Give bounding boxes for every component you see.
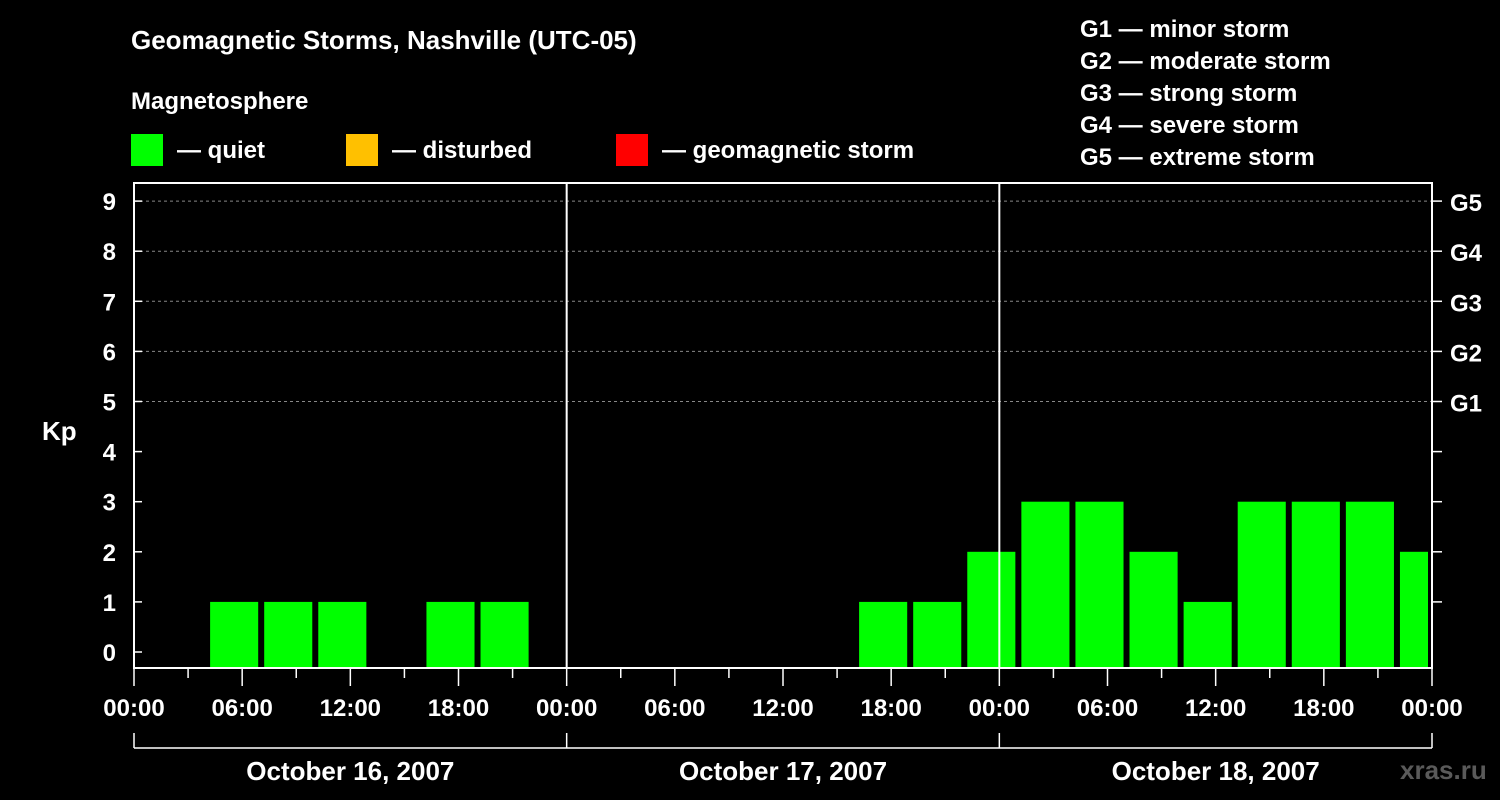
y-tick-label: 2 xyxy=(103,540,116,567)
storm-scale-item: G4 — severe storm xyxy=(1080,112,1299,139)
legend-swatch xyxy=(616,134,648,166)
axes: 0 1 2 3 4 5 6 7 8 9 G1 G2 G3 G4 G5 00:00 06:00 12:00 18:00… xyxy=(103,182,1483,786)
kp-bar xyxy=(913,601,962,668)
y-tick-label: 0 xyxy=(103,640,116,667)
kp-bar xyxy=(1345,501,1394,668)
y-tick-label: 4 xyxy=(103,440,117,467)
kp-bar xyxy=(318,601,367,668)
kp-bar xyxy=(967,551,1016,668)
kp-bar xyxy=(210,601,259,668)
storm-scale-item: G3 — strong storm xyxy=(1080,80,1297,107)
x-tick-label: 06:00 xyxy=(1077,695,1138,722)
x-tick-label: 00:00 xyxy=(536,695,597,722)
g-scale-label: G4 xyxy=(1450,240,1483,267)
legend-title: Magnetosphere xyxy=(131,88,308,115)
x-tick-label: 12:00 xyxy=(1185,695,1246,722)
x-tick-label: 00:00 xyxy=(969,695,1030,722)
storm-scale-item: G5 — extreme storm xyxy=(1080,144,1315,171)
g-scale-label: G3 xyxy=(1450,290,1482,317)
y-tick-label: 5 xyxy=(103,390,116,417)
grid xyxy=(134,200,1432,402)
y-tick-label: 3 xyxy=(103,490,116,517)
kp-bar xyxy=(1291,501,1340,668)
day-label: October 16, 2007 xyxy=(246,756,454,786)
x-tick-label: 00:00 xyxy=(103,695,164,722)
watermark: xras.ru xyxy=(1400,755,1487,785)
storm-scale-legend: G1 — minor storm G2 — moderate storm G3 — … xyxy=(1080,16,1331,171)
y-tick-label: 1 xyxy=(103,590,116,617)
kp-bar xyxy=(264,601,313,668)
legend-label: — disturbed xyxy=(392,137,532,164)
y-tick-label: 8 xyxy=(103,239,116,266)
storm-scale-item: G2 — moderate storm xyxy=(1080,48,1331,75)
kp-bar xyxy=(1021,501,1070,668)
day-label: October 17, 2007 xyxy=(679,756,887,786)
x-tick-label: 12:00 xyxy=(752,695,813,722)
x-tick-label: 18:00 xyxy=(860,695,921,722)
kp-bar xyxy=(1129,551,1178,668)
y-axis-label: Kp xyxy=(42,416,77,446)
g-scale-label: G1 xyxy=(1450,391,1482,418)
y-tick-label: 9 xyxy=(103,189,116,216)
kp-bar xyxy=(859,601,908,668)
legend-label: — geomagnetic storm xyxy=(662,137,914,164)
legend-swatch xyxy=(131,134,163,166)
kp-bar xyxy=(1237,501,1286,668)
legend-label: — quiet xyxy=(177,137,265,164)
storm-scale-item: G1 — minor storm xyxy=(1080,16,1289,43)
kp-bar xyxy=(1399,551,1428,668)
x-tick-label: 06:00 xyxy=(644,695,705,722)
legend-swatch xyxy=(346,134,378,166)
day-label: October 18, 2007 xyxy=(1112,756,1320,786)
kp-bar xyxy=(426,601,475,668)
kp-bar xyxy=(480,601,529,668)
x-tick-label: 18:00 xyxy=(1293,695,1354,722)
x-tick-label: 12:00 xyxy=(320,695,381,722)
legend: — quiet — disturbed — geomagnetic storm xyxy=(131,134,914,166)
g-scale-label: G5 xyxy=(1450,190,1482,217)
kp-bar xyxy=(1183,601,1232,668)
y-tick-label: 6 xyxy=(103,339,116,366)
g-scale-label: G2 xyxy=(1450,340,1482,367)
bars xyxy=(210,501,1428,668)
chart-title: Geomagnetic Storms, Nashville (UTC-05) xyxy=(131,25,637,55)
kp-bar xyxy=(1075,501,1124,668)
x-tick-label: 06:00 xyxy=(211,695,272,722)
x-tick-label: 00:00 xyxy=(1401,695,1462,722)
x-tick-label: 18:00 xyxy=(428,695,489,722)
y-tick-label: 7 xyxy=(103,289,116,316)
